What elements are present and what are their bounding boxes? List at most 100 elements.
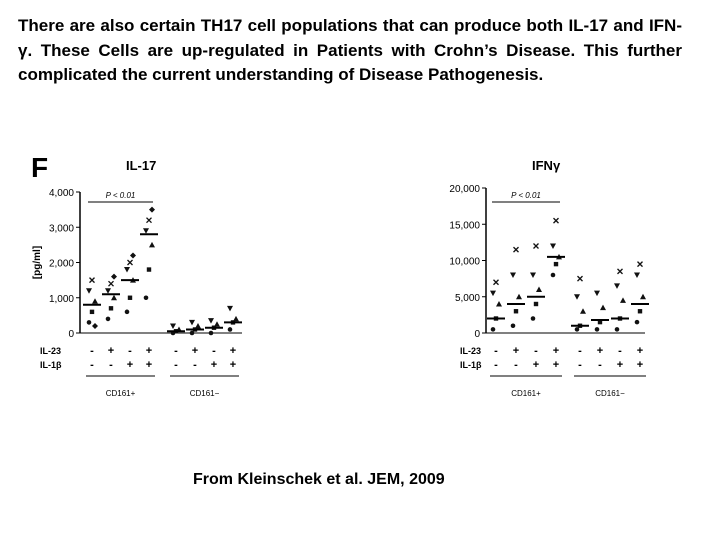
y-tick-label: 3,000: [49, 223, 74, 234]
data-point: [634, 319, 640, 325]
data-point: [617, 268, 623, 275]
data-point: [124, 267, 130, 273]
il1b-sign: +: [617, 359, 623, 371]
data-point: [105, 288, 111, 294]
data-point: [86, 320, 92, 325]
source-credit: From Kleinschek et al. JEM, 2009: [193, 471, 445, 488]
data-point: [513, 246, 519, 253]
data-point: [597, 319, 603, 325]
data-point: [634, 272, 640, 278]
row-label-il1b: IL-1β: [460, 360, 482, 370]
il1b-sign: -: [90, 359, 94, 371]
data-point: [594, 327, 600, 332]
il23-sign: +: [192, 345, 198, 357]
y-tick-label: 15,000: [449, 220, 480, 231]
data-point: [594, 290, 600, 297]
il1b-sign: +: [127, 359, 133, 371]
il1b-sign: +: [230, 359, 236, 371]
y-axis-label: [pg/ml]: [32, 246, 43, 279]
il1b-sign: +: [211, 359, 217, 371]
data-point: [580, 308, 586, 314]
data-point: [89, 277, 95, 284]
data-point: [550, 243, 556, 249]
data-point: [189, 319, 195, 326]
group-label: CD161+: [511, 389, 541, 398]
il1b-sign: +: [146, 359, 152, 371]
data-point: [208, 318, 214, 324]
data-point: [195, 322, 201, 329]
data-point: [214, 321, 220, 327]
group-label: CD161+: [106, 389, 136, 398]
il1b-sign: -: [174, 359, 178, 371]
data-point: [108, 306, 114, 311]
data-point: [233, 315, 239, 322]
row-label-il1b: IL-1β: [40, 360, 62, 370]
data-point: [614, 327, 620, 332]
data-point: [130, 252, 136, 259]
il1b-sign: +: [533, 359, 539, 371]
data-point: [574, 327, 580, 332]
group-label: CD161−: [595, 389, 625, 398]
data-point: [189, 330, 195, 336]
data-point: [530, 272, 536, 278]
panel-letter: F: [31, 152, 49, 183]
il23-sign: -: [90, 345, 94, 357]
data-point: [146, 267, 152, 272]
data-point: [111, 294, 117, 301]
il23-sign: +: [230, 345, 236, 357]
data-point: [553, 217, 559, 224]
il1b-sign: -: [109, 359, 113, 371]
data-point: [510, 272, 516, 278]
group-label: CD161−: [190, 389, 220, 398]
y-tick-label: 1,000: [49, 294, 74, 305]
data-point: [533, 301, 539, 307]
data-point: [553, 261, 559, 267]
data-point: [111, 273, 117, 280]
il23-sign: -: [212, 345, 216, 357]
data-point: [143, 295, 149, 301]
data-point: [637, 261, 643, 268]
data-point: [496, 301, 502, 307]
data-point: [490, 327, 496, 332]
data-point: [92, 298, 98, 304]
data-point: [533, 243, 539, 249]
data-point: [149, 241, 155, 248]
ifng-chart: IFNγ 0 5,000 10,000 15,000 20,000 P < 0.01 IL-2…: [449, 158, 649, 398]
data-point: [86, 288, 92, 294]
il23-sign: -: [578, 345, 582, 357]
y-tick-label: 20,000: [449, 184, 480, 195]
y-tick-label: 10,000: [449, 257, 480, 268]
il1b-sign: -: [494, 359, 498, 371]
chart-title: IL-17: [126, 158, 156, 173]
data-point: [600, 304, 606, 311]
data-point: [530, 316, 536, 321]
y-tick-label: 5,000: [455, 293, 480, 304]
data-point: [146, 217, 152, 224]
data-point: [513, 309, 519, 314]
data-point: [227, 305, 233, 312]
il1b-sign: -: [514, 359, 518, 371]
data-point: [149, 206, 155, 213]
il1b-sign: -: [578, 359, 582, 371]
y-tick-label: 2,000: [49, 259, 74, 270]
data-point: [92, 322, 98, 329]
il23-sign: +: [637, 345, 643, 357]
significance-label: P < 0.01: [511, 191, 541, 200]
data-point: [105, 316, 111, 322]
il23-sign: -: [534, 345, 538, 357]
il1b-sign: +: [637, 359, 643, 371]
description-paragraph: There are also certain TH17 cell populat…: [18, 16, 682, 84]
data-point: [550, 272, 556, 278]
data-point: [614, 283, 620, 289]
data-point: [89, 309, 95, 315]
chart-title: IFNγ: [532, 158, 561, 173]
il23-sign: +: [513, 345, 519, 357]
data-point: [516, 293, 522, 300]
data-point: [108, 280, 114, 287]
data-point: [143, 228, 149, 234]
data-point: [536, 286, 542, 292]
il23-sign: +: [108, 345, 114, 357]
data-point: [637, 309, 643, 314]
data-point: [124, 309, 130, 315]
il23-sign: -: [128, 345, 132, 357]
